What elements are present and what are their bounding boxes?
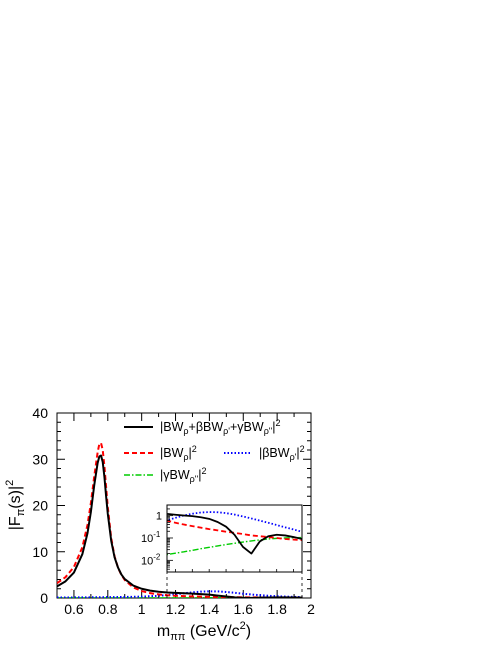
inset-y-tick-label: 1 [156, 511, 162, 523]
series-line-beta-bw [57, 590, 303, 598]
y-tick-label: 0 [40, 590, 48, 606]
x-tick-label: 0.8 [98, 601, 118, 617]
x-tick-label: 1.2 [166, 601, 186, 617]
inset-y-tick-labels: 1 10-1 10-2 [141, 511, 162, 568]
inset-y-tick-label: 10-2 [141, 552, 161, 567]
series-line-total [57, 454, 303, 598]
inset-frame [166, 504, 303, 573]
y-axis-label: |Fπ(s)|2 [4, 480, 27, 530]
y-tick-label: 20 [32, 498, 48, 514]
inset-series-line-total [167, 512, 302, 555]
x-tick-label: 0.6 [64, 601, 84, 617]
x-tick-label: 1.8 [267, 601, 287, 617]
legend-label-beta-bw: |βBWρ'|2 [259, 444, 305, 462]
x-tick-label: 1 [138, 601, 146, 617]
inset-y-tick-label: 10-1 [141, 530, 161, 545]
y-tick-label: 30 [32, 451, 48, 467]
x-tick-labels: 0.6 0.8 1 1.2 1.4 1.6 1.8 2 [64, 601, 315, 617]
main-series-group [57, 442, 303, 598]
inset-axis-ticks [167, 504, 294, 573]
y-tick-label: 40 [32, 405, 48, 421]
inset-series-line-bw-rho [167, 519, 302, 542]
main-axis-ticks [56, 412, 312, 599]
legend: |BWρ+βBWρ'+γBWρ''|2 |BWρ|2 |βBWρ'|2 |γBW… [124, 418, 305, 484]
y-tick-labels: 0 10 20 30 40 [32, 405, 48, 606]
legend-label-total: |BWρ+βBWρ'+γBWρ''|2 [160, 418, 281, 436]
y-tick-label: 10 [32, 544, 48, 560]
legend-label-gamma-bw: |γBWρ''|2 [160, 466, 206, 484]
x-tick-label: 1.4 [200, 601, 220, 617]
inset-series-group [167, 511, 302, 556]
x-axis-label: mππ (GeV/c2) [157, 620, 251, 643]
legend-label-bw-rho: |BWρ|2 [160, 444, 197, 462]
x-tick-label: 1.6 [234, 601, 254, 617]
x-tick-label: 2 [307, 601, 315, 617]
